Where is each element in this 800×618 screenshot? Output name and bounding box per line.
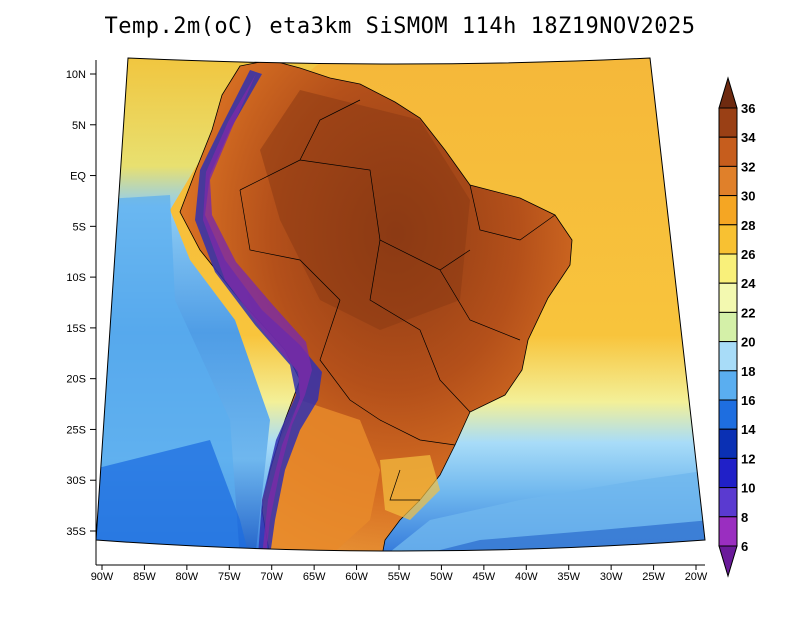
lat-tick-label: 20S (66, 374, 86, 386)
lon-tick-label: 55W (388, 571, 411, 583)
colorbar-label: 14 (741, 422, 756, 437)
colorbar-segment (718, 136, 738, 167)
lat-tick-label: 35S (66, 526, 86, 538)
colorbar-label: 6 (741, 539, 748, 554)
lat-tick-label: 5N (72, 120, 86, 132)
pacific-cold-zone (96, 440, 250, 551)
lat-tick-label: EQ (70, 171, 86, 183)
lon-tick-label: 80W (176, 571, 199, 583)
colorbar-segment (718, 516, 738, 547)
map-frame (95, 57, 706, 552)
map-field (96, 58, 705, 551)
lon-tick-label: 20W (685, 571, 708, 583)
colorbar-label: 36 (741, 101, 755, 116)
colorbar-segment (718, 457, 738, 489)
colorbar-segment (718, 253, 738, 284)
colorbar-label: 28 (741, 218, 755, 233)
colorbar-segment (718, 399, 738, 430)
colorbar-segment (718, 487, 738, 518)
colorbar-label: 32 (741, 159, 755, 174)
colorbar-label: 22 (741, 305, 755, 320)
map-title: Temp.2m(oC) eta3km SiSMOM 114h 18Z19NOV2… (104, 14, 696, 39)
lon-tick-label: 30W (600, 571, 623, 583)
colorbar-label: 12 (741, 451, 755, 466)
lon-tick-label: 70W (260, 571, 283, 583)
colorbar-label: 18 (741, 364, 755, 379)
lat-tick-label: 15S (66, 323, 86, 335)
political-borders (239, 99, 556, 501)
colorbar-segment (718, 165, 738, 197)
lon-tick-label: 50W (430, 571, 453, 583)
lat-tick-label: 30S (66, 475, 86, 487)
lat-tick-label: 10S (66, 272, 86, 284)
colorbar-label: 10 (741, 481, 755, 496)
lon-tick-label: 85W (133, 571, 156, 583)
temperature-colorbar: 36 34 32 30 28 26 24 22 20 18 16 14 12 10 8 6 (718, 76, 756, 578)
latitude-ticks: 10N 5N EQ 5S 10S 15S 20S 25S 30S 35S (66, 69, 96, 538)
colorbar-segment (718, 370, 738, 401)
lon-tick-label: 65W (303, 571, 326, 583)
lat-tick-label: 10N (66, 69, 86, 81)
lat-tick-label: 5S (73, 221, 86, 233)
uruguay-mild-zone (380, 455, 440, 520)
colorbar-segment (718, 428, 738, 459)
colorbar-segment (718, 341, 738, 372)
colorbar-segment (718, 311, 738, 343)
colorbar-label: 34 (741, 130, 756, 145)
colorbar-label: 30 (741, 189, 755, 204)
colorbar-label: 16 (741, 393, 755, 408)
lon-tick-label: 45W (473, 571, 496, 583)
colorbar-label: 24 (741, 276, 756, 291)
colorbar-label: 26 (741, 247, 755, 262)
colorbar-bottom-arrow (718, 545, 738, 578)
amazon-hot-zone (260, 90, 470, 330)
colorbar-segment (718, 107, 738, 138)
colorbar-label: 20 (741, 335, 755, 350)
lon-tick-label: 40W (515, 571, 538, 583)
colorbar-segment (718, 195, 738, 226)
lon-tick-label: 60W (345, 571, 368, 583)
lat-tick-label: 25S (66, 424, 86, 436)
colorbar-segment (718, 282, 738, 313)
andes-peak-strip (203, 74, 312, 551)
lon-tick-label: 25W (642, 571, 665, 583)
south-atlantic-cold-zone (400, 520, 705, 551)
colorbar-top-arrow (718, 76, 738, 109)
colorbar-label: 8 (741, 510, 748, 525)
lon-tick-label: 90W (91, 571, 114, 583)
lon-tick-label: 35W (557, 571, 580, 583)
colorbar-segment (718, 224, 738, 255)
lon-tick-label: 75W (218, 571, 241, 583)
longitude-ticks: 90W 85W 80W 75W 70W 65W 60W 55W 50W 45W 40W 35W 30W 2… (91, 565, 708, 583)
